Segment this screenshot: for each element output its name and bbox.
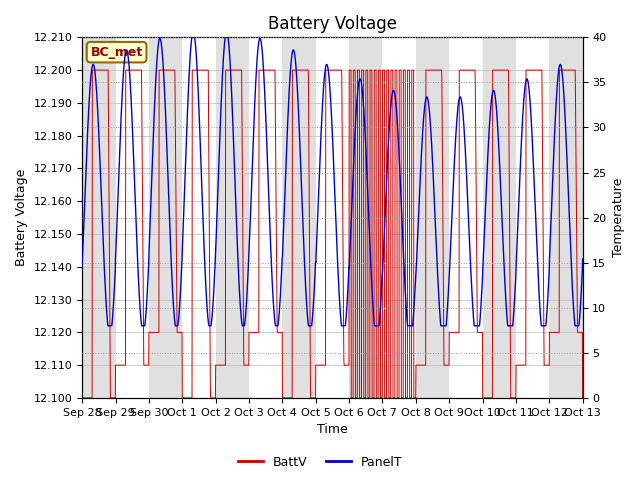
Y-axis label: Temperature: Temperature — [612, 178, 625, 257]
Bar — [449, 37, 483, 398]
Bar — [82, 37, 115, 398]
Legend: BattV, PanelT: BattV, PanelT — [232, 451, 408, 474]
Y-axis label: Battery Voltage: Battery Voltage — [15, 169, 28, 266]
Bar — [316, 37, 349, 398]
X-axis label: Time: Time — [317, 423, 348, 436]
Title: Battery Voltage: Battery Voltage — [268, 15, 397, 33]
Bar — [483, 37, 516, 398]
Bar — [282, 37, 316, 398]
Bar — [216, 37, 249, 398]
Bar — [416, 37, 449, 398]
Text: BC_met: BC_met — [90, 46, 143, 59]
Bar — [115, 37, 149, 398]
Bar — [249, 37, 282, 398]
Bar — [549, 37, 582, 398]
Bar — [182, 37, 216, 398]
Bar — [383, 37, 416, 398]
Bar — [149, 37, 182, 398]
Bar — [349, 37, 383, 398]
Bar — [516, 37, 549, 398]
